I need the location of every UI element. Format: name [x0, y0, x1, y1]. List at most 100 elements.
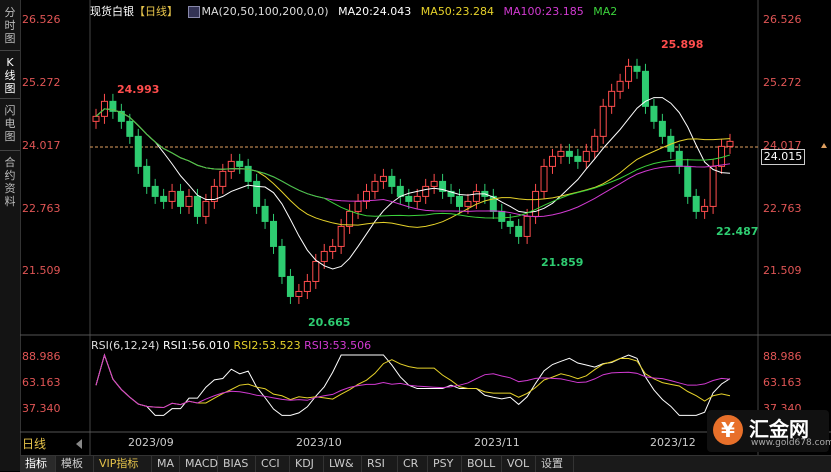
rsi-axis-left-label: 63.163 — [22, 376, 61, 389]
tab-ma[interactable]: MA — [152, 456, 180, 472]
logo-mark-icon: ¥ — [713, 415, 743, 445]
candle-body — [210, 185, 218, 202]
tab-divider — [0, 98, 20, 99]
candle-body — [219, 170, 227, 187]
candle-body — [641, 70, 649, 107]
period-tag: 【日线】 — [134, 5, 178, 18]
ma-params: MA(20,50,100,200,0,0) — [201, 5, 329, 18]
candle-body — [346, 210, 354, 227]
tab-divider — [0, 150, 20, 151]
price-axis-left-label: 26.526 — [22, 13, 61, 26]
candle-body — [177, 190, 185, 207]
tab-cr[interactable]: CR — [398, 456, 428, 472]
candle-body — [143, 165, 151, 187]
candle-body — [455, 195, 463, 207]
tab-vip-indicators[interactable]: VIP指标 — [94, 456, 152, 472]
tab-cci[interactable]: CCI — [256, 456, 290, 472]
candle-body — [134, 135, 142, 167]
candle-body — [709, 165, 717, 207]
period-selector[interactable]: 日线 — [22, 437, 47, 451]
price-axis-right-label: 24.017 — [763, 139, 802, 152]
candle-body — [185, 195, 193, 207]
date-label: 2023/12 — [650, 436, 696, 449]
candle-body — [557, 150, 565, 157]
tab-templates[interactable]: 模板 — [56, 456, 94, 472]
logo-name: 汇金网 — [749, 417, 809, 441]
candle-body — [363, 190, 371, 202]
ma20-value: MA20:24.043 — [338, 5, 412, 18]
candle-body — [160, 195, 168, 202]
tab-vol[interactable]: VOL — [502, 456, 536, 472]
candle-body — [295, 290, 303, 297]
ma-legend: 现货白银【日线】 MA(20,50,100,200,0,0) MA20:24.0… — [90, 3, 623, 18]
candle-body — [633, 65, 641, 72]
chart-settings-icon[interactable] — [187, 6, 200, 18]
candle-body — [405, 195, 413, 202]
candle-body — [151, 185, 159, 197]
tab-timeshare[interactable]: 分时图 — [4, 6, 16, 45]
candle-body — [591, 135, 599, 152]
candle-body — [388, 175, 396, 187]
rsi-legend: RSI(6,12,24) RSI1:56.010 RSI2:53.523 RSI… — [91, 339, 371, 352]
candle-body — [329, 245, 337, 252]
rsi2-value: RSI2:53.523 — [233, 339, 301, 352]
tab-contract-info[interactable]: 合约资料 — [4, 156, 16, 208]
current-price-label: 24.015 — [761, 149, 805, 165]
candle-body — [506, 220, 514, 227]
candle-body — [109, 100, 117, 112]
price-axis-right-label: 22.763 — [763, 202, 802, 215]
candle-body — [523, 215, 531, 237]
price-marker-icon — [821, 143, 827, 148]
tab-lw[interactable]: LW& — [324, 456, 362, 472]
tab-indicators[interactable]: 指标 — [20, 456, 56, 472]
rsi-params: RSI(6,12,24) — [91, 339, 160, 352]
date-label: 2023/09 — [128, 436, 174, 449]
tab-psy[interactable]: PSY — [428, 456, 462, 472]
tab-kline[interactable]: K线图 — [4, 56, 16, 95]
indicator-toolbar: 指标 模板 VIP指标 MA MACD BIAS CCI KDJ LW& RSI… — [20, 455, 831, 472]
tab-bias[interactable]: BIAS — [218, 456, 256, 472]
candle-body — [337, 225, 345, 247]
price-axis-right-label: 26.526 — [763, 13, 802, 26]
tab-boll[interactable]: BOLL — [462, 456, 502, 472]
rsi-line — [95, 353, 731, 409]
candle-body — [379, 175, 387, 182]
candle-body — [371, 180, 379, 192]
candle-body — [303, 280, 311, 292]
low-annotation: 21.859 — [541, 256, 584, 269]
tab-rsi[interactable]: RSI — [362, 456, 398, 472]
candle-body — [684, 165, 692, 197]
rsi-line — [95, 353, 731, 416]
candle-body — [540, 165, 548, 192]
rsi-axis-right-label: 63.163 — [763, 376, 802, 389]
high-annotation: 25.898 — [661, 38, 704, 51]
tab-settings[interactable]: 设置 — [536, 456, 574, 472]
collapse-arrow-icon[interactable] — [76, 439, 82, 449]
candle-body — [278, 245, 286, 277]
brand-logo: ¥ 汇金网 www.gold678.com — [707, 410, 831, 452]
candle-body — [286, 275, 294, 297]
left-view-tabs: 分时图 K线图 闪电图 合约资料 — [0, 0, 21, 471]
tab-kdj[interactable]: KDJ — [290, 456, 324, 472]
candle-body — [227, 160, 235, 172]
candle-body — [126, 120, 134, 137]
candle-body — [202, 200, 210, 217]
tab-divider — [0, 50, 20, 51]
candle-body — [236, 160, 244, 167]
candle-body — [658, 120, 666, 137]
ma100-value: MA100:23.185 — [503, 5, 584, 18]
candle-body — [582, 150, 590, 162]
candle-body — [92, 115, 100, 122]
date-label: 2023/10 — [296, 436, 342, 449]
candle-body — [726, 140, 734, 147]
candle-body — [498, 210, 506, 222]
rsi3-value: RSI3:53.506 — [304, 339, 372, 352]
candle-body — [532, 190, 540, 217]
tab-flash[interactable]: 闪电图 — [4, 104, 16, 143]
candle-body — [270, 220, 278, 247]
candle-body — [422, 185, 430, 197]
tab-macd[interactable]: MACD — [180, 456, 218, 472]
price-axis-right-label: 21.509 — [763, 264, 802, 277]
candle-body — [439, 180, 447, 192]
